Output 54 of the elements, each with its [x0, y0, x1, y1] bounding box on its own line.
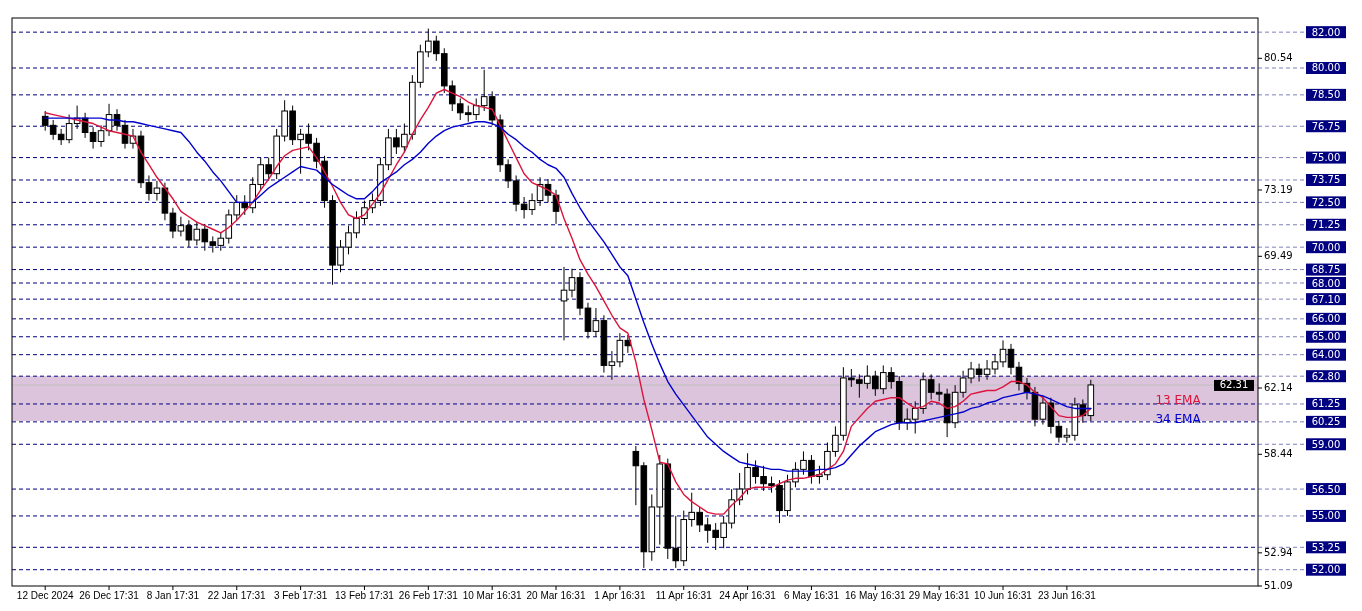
x-tick-label: 26 Dec 17:31	[79, 590, 140, 601]
ref-line-label: 61.25	[1311, 398, 1341, 410]
y-tick-label: 62.14	[1264, 382, 1293, 394]
ref-line-label: 71.25	[1311, 219, 1341, 231]
y-tick-label: 52.94	[1264, 546, 1293, 558]
ref-line-label: 65.00	[1311, 331, 1341, 343]
ref-line-label: 53.25	[1311, 541, 1341, 553]
ref-line-label: 70.00	[1311, 241, 1341, 253]
x-tick-label: 8 Jan 17:31	[146, 590, 200, 601]
x-tick-label: 12 Dec 2024	[16, 590, 74, 601]
x-tick-label: 26 Feb 17:31	[398, 590, 459, 601]
candlestick	[568, 268, 576, 298]
y-tick-label: 69.49	[1264, 250, 1293, 262]
ref-line-label: 59.00	[1311, 438, 1341, 450]
ref-line-label: 68.00	[1311, 277, 1341, 289]
x-tick-label: 24 Apr 16:31	[719, 590, 777, 601]
ref-line-label: 76.75	[1311, 120, 1341, 132]
ref-line-label: 73.75	[1311, 174, 1341, 186]
ref-line-label: 64.00	[1311, 349, 1341, 361]
x-tick-label: 1 Apr 16:31	[594, 590, 646, 601]
candlestick	[560, 266, 568, 341]
x-tick-label: 22 Jan 17:31	[207, 590, 267, 601]
ref-line-label: 68.75	[1311, 264, 1341, 276]
ref-line-label: 75.00	[1311, 152, 1341, 164]
ref-line-label: 52.00	[1311, 564, 1341, 576]
x-tick-label: 13 Feb 17:31	[334, 590, 395, 601]
x-tick-label: 10 Mar 16:31	[462, 590, 523, 601]
y-tick-label: 80.54	[1264, 52, 1293, 64]
x-tick-label: 29 May 16:31	[908, 590, 970, 601]
ref-line-label: 80.00	[1311, 62, 1341, 74]
x-tick-label: 11 Apr 16:31	[655, 590, 713, 601]
y-tick-label: 51.09	[1264, 580, 1293, 591]
ref-line-label: 55.00	[1311, 510, 1341, 522]
x-tick-label: 16 May 16:31	[845, 590, 907, 601]
x-tick-label: 10 Jun 16:31	[974, 590, 1033, 601]
ref-line-label: 56.50	[1311, 483, 1341, 495]
ref-line-label: 67.10	[1311, 293, 1341, 305]
ref-line-label: 72.50	[1311, 196, 1341, 208]
y-tick-label: 73.19	[1264, 184, 1293, 196]
ref-line-label: 60.25	[1311, 416, 1341, 428]
ref-line-label: 62.31	[1219, 379, 1249, 391]
candlestick	[1007, 343, 1015, 375]
x-tick-label: 3 Feb 17:31	[273, 590, 328, 601]
x-tick-label: 6 May 16:31	[783, 590, 840, 601]
ref-line-label: 78.50	[1311, 89, 1341, 101]
text: 13 EMA	[1155, 392, 1202, 407]
y-tick-label: 58.44	[1264, 448, 1293, 460]
text: 34 EMA	[1155, 411, 1202, 426]
ref-line-label: 62.80	[1311, 370, 1341, 382]
x-tick-label: 23 Jun 16:31	[1037, 590, 1097, 601]
x-tick-label: 20 Mar 16:31	[526, 590, 586, 601]
ref-line-label: 66.00	[1311, 313, 1341, 325]
candlestick	[991, 354, 999, 375]
ref-line-label: 82.00	[1311, 26, 1341, 38]
